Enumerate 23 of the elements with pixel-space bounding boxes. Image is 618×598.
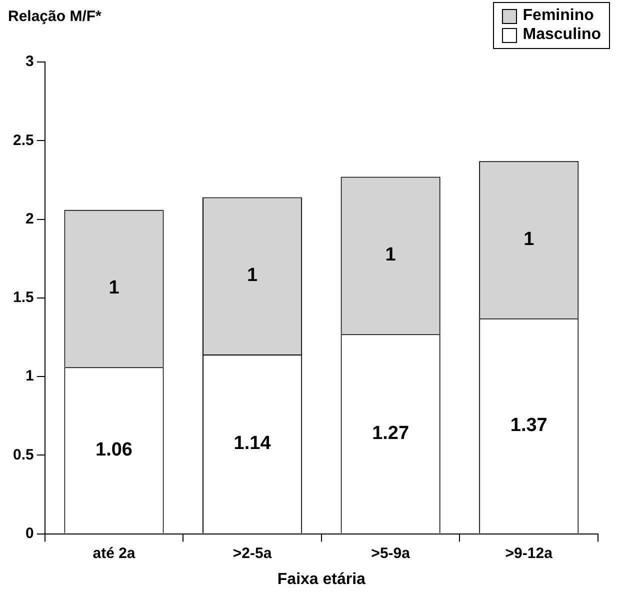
data-label: 1.14 bbox=[234, 433, 272, 454]
x-tick-label: até 2a bbox=[92, 544, 136, 562]
data-label: 1 bbox=[385, 244, 396, 266]
y-tick-label: 1 bbox=[26, 368, 34, 385]
y-tick-label: 1.5 bbox=[12, 289, 34, 306]
x-axis-title: Faixa etária bbox=[277, 570, 366, 588]
data-label: 1.37 bbox=[510, 415, 548, 436]
text: Masculino bbox=[522, 26, 601, 44]
x-tick-label: >9-12a bbox=[505, 544, 554, 562]
y-tick-label: 0 bbox=[26, 524, 34, 542]
x-tick-label: >2-5a bbox=[232, 544, 272, 562]
x-tick-label: >5-9a bbox=[371, 544, 411, 562]
y-tick-label: 0.5 bbox=[12, 446, 34, 464]
y-tick-label: 3 bbox=[26, 53, 34, 70]
y-tick-label: 2.5 bbox=[12, 132, 34, 149]
data-label: 1.06 bbox=[96, 439, 132, 460]
data-label: 1 bbox=[246, 265, 258, 286]
y-tick-label: 2 bbox=[26, 210, 34, 228]
data-label: 1 bbox=[108, 278, 120, 299]
y-axis-title: Relação M/F* bbox=[8, 8, 102, 25]
data-label: 1.27 bbox=[372, 422, 410, 444]
data-label: 1 bbox=[524, 228, 535, 250]
legend-label: Feminino bbox=[522, 7, 594, 25]
